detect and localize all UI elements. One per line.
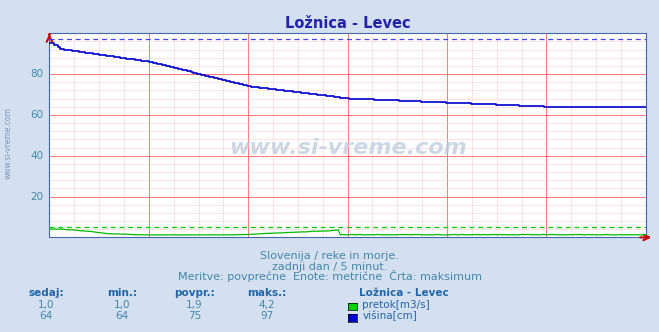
Text: 40: 40 [30, 151, 43, 161]
Text: Slovenija / reke in morje.: Slovenija / reke in morje. [260, 251, 399, 261]
Text: www.si-vreme.com: www.si-vreme.com [3, 107, 13, 179]
Text: 64: 64 [40, 311, 53, 321]
Text: 1,0: 1,0 [113, 300, 130, 310]
Text: 80: 80 [30, 69, 43, 79]
Text: min.:: min.: [107, 288, 137, 298]
Text: 60: 60 [30, 110, 43, 120]
Title: Ložnica - Levec: Ložnica - Levec [285, 16, 411, 31]
Text: Meritve: povprečne  Enote: metrične  Črta: maksimum: Meritve: povprečne Enote: metrične Črta:… [177, 270, 482, 282]
Text: pretok[m3/s]: pretok[m3/s] [362, 300, 430, 310]
Text: 97: 97 [260, 311, 273, 321]
Text: maks.:: maks.: [247, 288, 287, 298]
Text: 1,9: 1,9 [186, 300, 203, 310]
Text: 75: 75 [188, 311, 201, 321]
Text: zadnji dan / 5 minut.: zadnji dan / 5 minut. [272, 262, 387, 272]
Text: www.si-vreme.com: www.si-vreme.com [229, 137, 467, 158]
Text: 64: 64 [115, 311, 129, 321]
Text: povpr.:: povpr.: [174, 288, 215, 298]
Text: višina[cm]: višina[cm] [362, 311, 417, 321]
Text: 20: 20 [30, 192, 43, 202]
Text: 4,2: 4,2 [258, 300, 275, 310]
Text: 1,0: 1,0 [38, 300, 55, 310]
Text: Ložnica - Levec: Ložnica - Levec [359, 288, 449, 298]
Text: sedaj:: sedaj: [28, 288, 64, 298]
